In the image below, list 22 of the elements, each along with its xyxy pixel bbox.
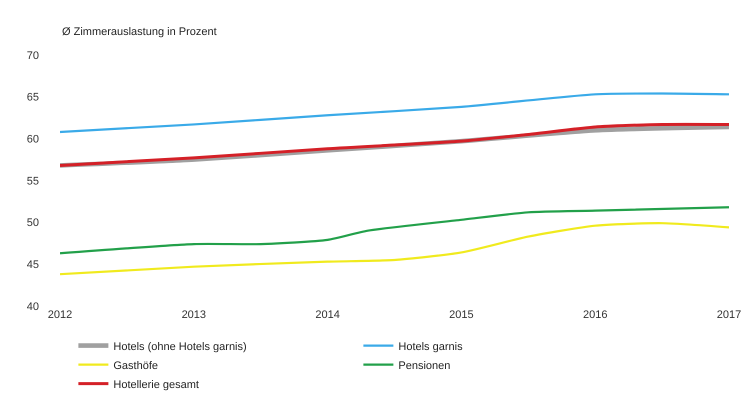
x-tick-label: 2014 [315, 309, 340, 321]
legend-label: Hotellerie gesamt [113, 378, 199, 391]
x-tick-label: 2012 [48, 309, 72, 321]
legend-label: Pensionen [398, 360, 450, 372]
y-tick-label: 60 [26, 134, 39, 146]
y-axis-title: Ø Zimmerauslastung in Prozent [62, 26, 217, 38]
x-tick-label: 2013 [182, 309, 206, 321]
line-series [60, 222, 729, 276]
legend-label: Gasthöfe [113, 360, 158, 372]
legend-label: Hotels (ohne Hotels garnis) [113, 340, 247, 353]
x-tick-label: 2015 [449, 309, 474, 321]
x-tick-label: 2016 [582, 309, 608, 321]
y-tick-label: 50 [26, 217, 39, 230]
legend-label: Hotels garnis [398, 340, 464, 353]
y-tick-label: 65 [26, 92, 39, 104]
y-tick-label: 70 [26, 50, 39, 62]
line-series [60, 92, 729, 134]
y-tick-label: 45 [26, 259, 39, 272]
line-series [60, 206, 729, 254]
x-tick-label: 2017 [716, 309, 742, 321]
y-tick-label: 40 [26, 300, 39, 313]
y-tick-label: 55 [26, 175, 39, 188]
